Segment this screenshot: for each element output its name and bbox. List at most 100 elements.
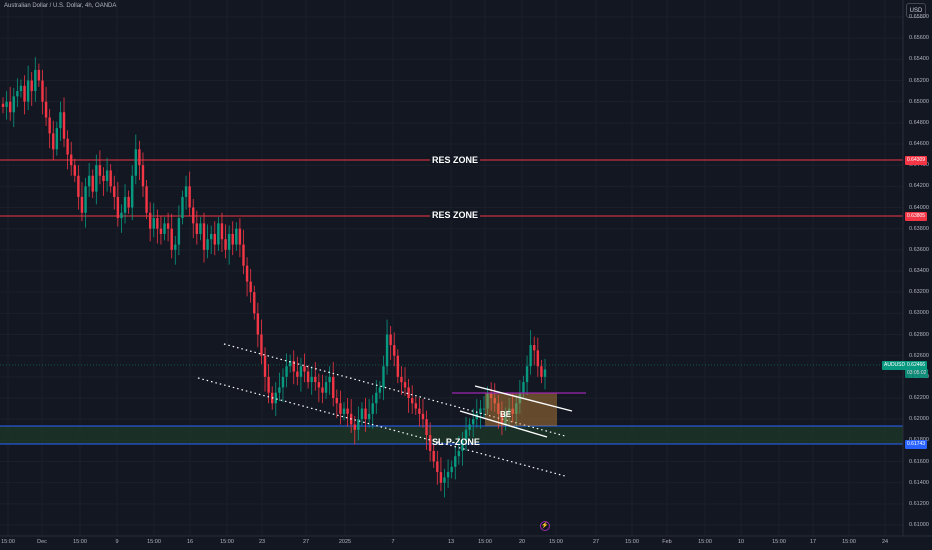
res-zone-label-1[interactable]: RES ZONE	[430, 155, 481, 165]
candle-body	[342, 408, 346, 414]
candle-body	[84, 186, 87, 213]
candle-body	[432, 450, 435, 462]
candle-body	[91, 175, 94, 192]
current-price-badge: 0.62466	[905, 361, 928, 370]
candle-body	[202, 223, 206, 250]
candle-body	[231, 233, 234, 245]
candle-body	[407, 387, 410, 398]
candle-body	[507, 408, 511, 414]
candle-body	[141, 165, 145, 187]
flag-lower-line	[459, 410, 548, 438]
candle-body	[339, 403, 342, 414]
time-tick-label: 15:00	[698, 539, 712, 545]
price-tick-label: 0.63800	[909, 225, 929, 232]
candle-body	[378, 387, 382, 393]
candle-body	[321, 387, 324, 393]
time-tick-label: 15:00	[220, 539, 234, 545]
candle-body	[156, 218, 159, 229]
candle-body	[48, 117, 51, 134]
candle-body	[482, 408, 486, 410]
candle-body	[213, 233, 216, 245]
candle-body	[306, 371, 310, 383]
support-zone-fill	[0, 426, 903, 444]
sl-zone-label[interactable]: SL P-ZONE	[432, 437, 480, 447]
candle-body	[195, 223, 199, 234]
candle-body	[206, 239, 209, 250]
price-tick-label: 0.63600	[909, 246, 929, 253]
price-tick-label: 0.65800	[909, 14, 929, 20]
time-tick-label: 15:00	[1, 539, 15, 545]
time-tick-label: 15:00	[73, 539, 87, 545]
candle-body	[292, 360, 295, 372]
candles	[1, 57, 547, 498]
candle-body	[1, 103, 5, 107]
time-tick-label: 15:00	[772, 539, 786, 545]
candle-body	[489, 392, 493, 398]
price-tick-label: 0.65200	[909, 77, 929, 84]
candle-body	[303, 366, 306, 372]
candle-body	[421, 413, 425, 420]
candle-body	[245, 265, 249, 282]
candle-body	[87, 175, 91, 187]
countdown-badge: 03:05:02	[905, 369, 929, 378]
be-label[interactable]: BE	[500, 410, 512, 419]
res-zone-label-2[interactable]: RES ZONE	[430, 210, 481, 220]
candle-body	[428, 435, 432, 451]
tradingview-logo-icon[interactable]: ⚡	[540, 521, 550, 531]
candle-body	[62, 112, 66, 139]
time-tick-label: 10	[737, 539, 745, 545]
candle-body	[504, 413, 507, 425]
candle-body	[253, 292, 256, 314]
candle-body	[113, 186, 116, 197]
candle-body	[472, 419, 475, 425]
chart-title[interactable]: Australian Dollar / U.S. Dollar, 4h, OAN…	[4, 3, 117, 9]
candle-body	[174, 244, 177, 250]
price-tick-label: 0.65400	[909, 56, 929, 63]
candle-body	[188, 186, 191, 208]
drawings	[197, 343, 586, 477]
candle-body	[540, 366, 543, 377]
price-tick-label: 0.62600	[909, 352, 929, 359]
candle-body	[235, 228, 238, 245]
candle-body	[37, 69, 41, 81]
candle-body	[95, 165, 98, 192]
candle-body	[30, 80, 33, 92]
candle-body	[134, 149, 138, 176]
candle-body	[59, 112, 62, 129]
price-tick-label: 0.62200	[909, 395, 929, 401]
candle-body	[414, 403, 417, 409]
candle-body	[220, 223, 224, 240]
time-tick-label: 7	[391, 539, 395, 545]
candle-body	[116, 196, 120, 219]
candle-body	[127, 196, 130, 208]
currency-button[interactable]: USD	[906, 3, 926, 18]
candle-body	[105, 170, 109, 182]
price-tick-label: 0.63000	[909, 310, 929, 317]
price-tick-label: 0.61000	[909, 522, 929, 528]
candle-body	[400, 376, 403, 383]
candle-body	[256, 313, 260, 335]
candle-body	[346, 408, 349, 414]
candle-body	[375, 392, 378, 404]
candle-body	[16, 91, 19, 97]
price-tick-label: 0.64400	[909, 162, 929, 169]
time-tick-label: Dec	[37, 539, 47, 545]
time-tick-label: 16	[186, 539, 194, 545]
candle-body	[536, 350, 540, 367]
candle-body	[5, 101, 8, 107]
price-tick-label: 0.65600	[909, 35, 929, 42]
candle-body	[8, 101, 12, 113]
candle-body	[80, 196, 84, 213]
candle-body	[52, 133, 55, 150]
time-tick-label: 13	[447, 539, 455, 545]
symbol-badge: AUDUSD	[882, 361, 908, 370]
candle-body	[393, 345, 396, 356]
candle-body	[192, 207, 195, 224]
price-tick-label: 0.64200	[909, 183, 929, 190]
price-tick-label: 0.61400	[909, 479, 929, 486]
candle-body	[500, 413, 504, 425]
candle-body	[166, 223, 170, 229]
candle-body	[328, 376, 331, 383]
candle-body	[148, 212, 152, 229]
